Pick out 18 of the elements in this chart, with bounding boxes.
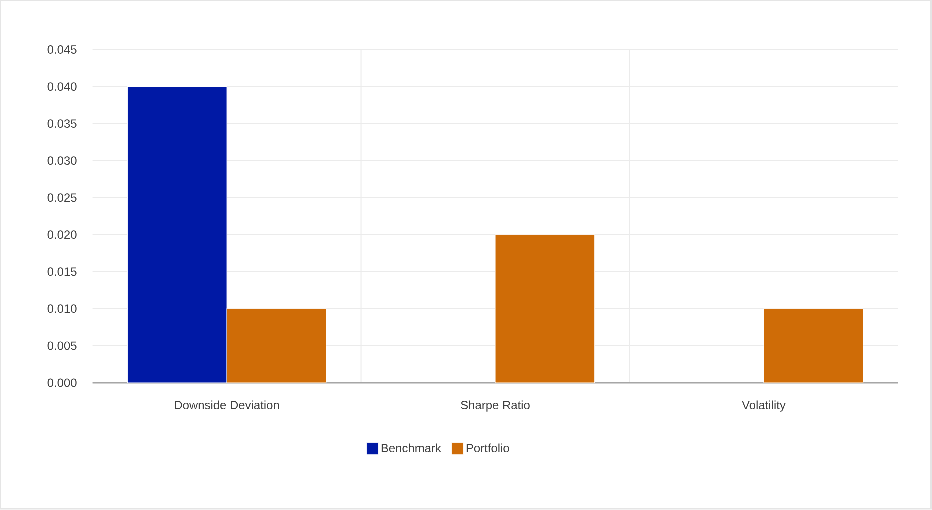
bar [764, 308, 864, 384]
y-tick-label: 0.005 [48, 342, 77, 350]
y-tick-label: 0.045 [48, 46, 77, 54]
y-tick-label: 0.035 [48, 120, 77, 128]
x-tick-label: Volatility [742, 400, 786, 412]
y-tick-label: 0.020 [48, 230, 77, 240]
y-tick-label: 0.015 [48, 268, 77, 276]
bar [226, 308, 327, 384]
legend-label: Benchmark [382, 444, 442, 453]
y-tick-label: 0.040 [48, 82, 77, 92]
x-tick-label: Sharpe Ratio [461, 400, 530, 412]
bar [495, 234, 596, 384]
y-tick-label: 0.030 [48, 156, 77, 166]
legend-label: Portfolio [466, 444, 510, 453]
x-tick-label: Downside Deviation [175, 400, 280, 410]
y-tick-label: 0.025 [48, 194, 77, 202]
y-tick-label: 0.010 [48, 304, 77, 314]
y-tick-label: 0.000 [48, 378, 77, 388]
